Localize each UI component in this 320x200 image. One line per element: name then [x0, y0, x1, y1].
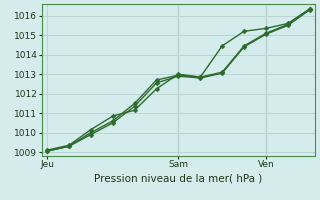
X-axis label: Pression niveau de la mer( hPa ): Pression niveau de la mer( hPa ) [94, 173, 262, 183]
